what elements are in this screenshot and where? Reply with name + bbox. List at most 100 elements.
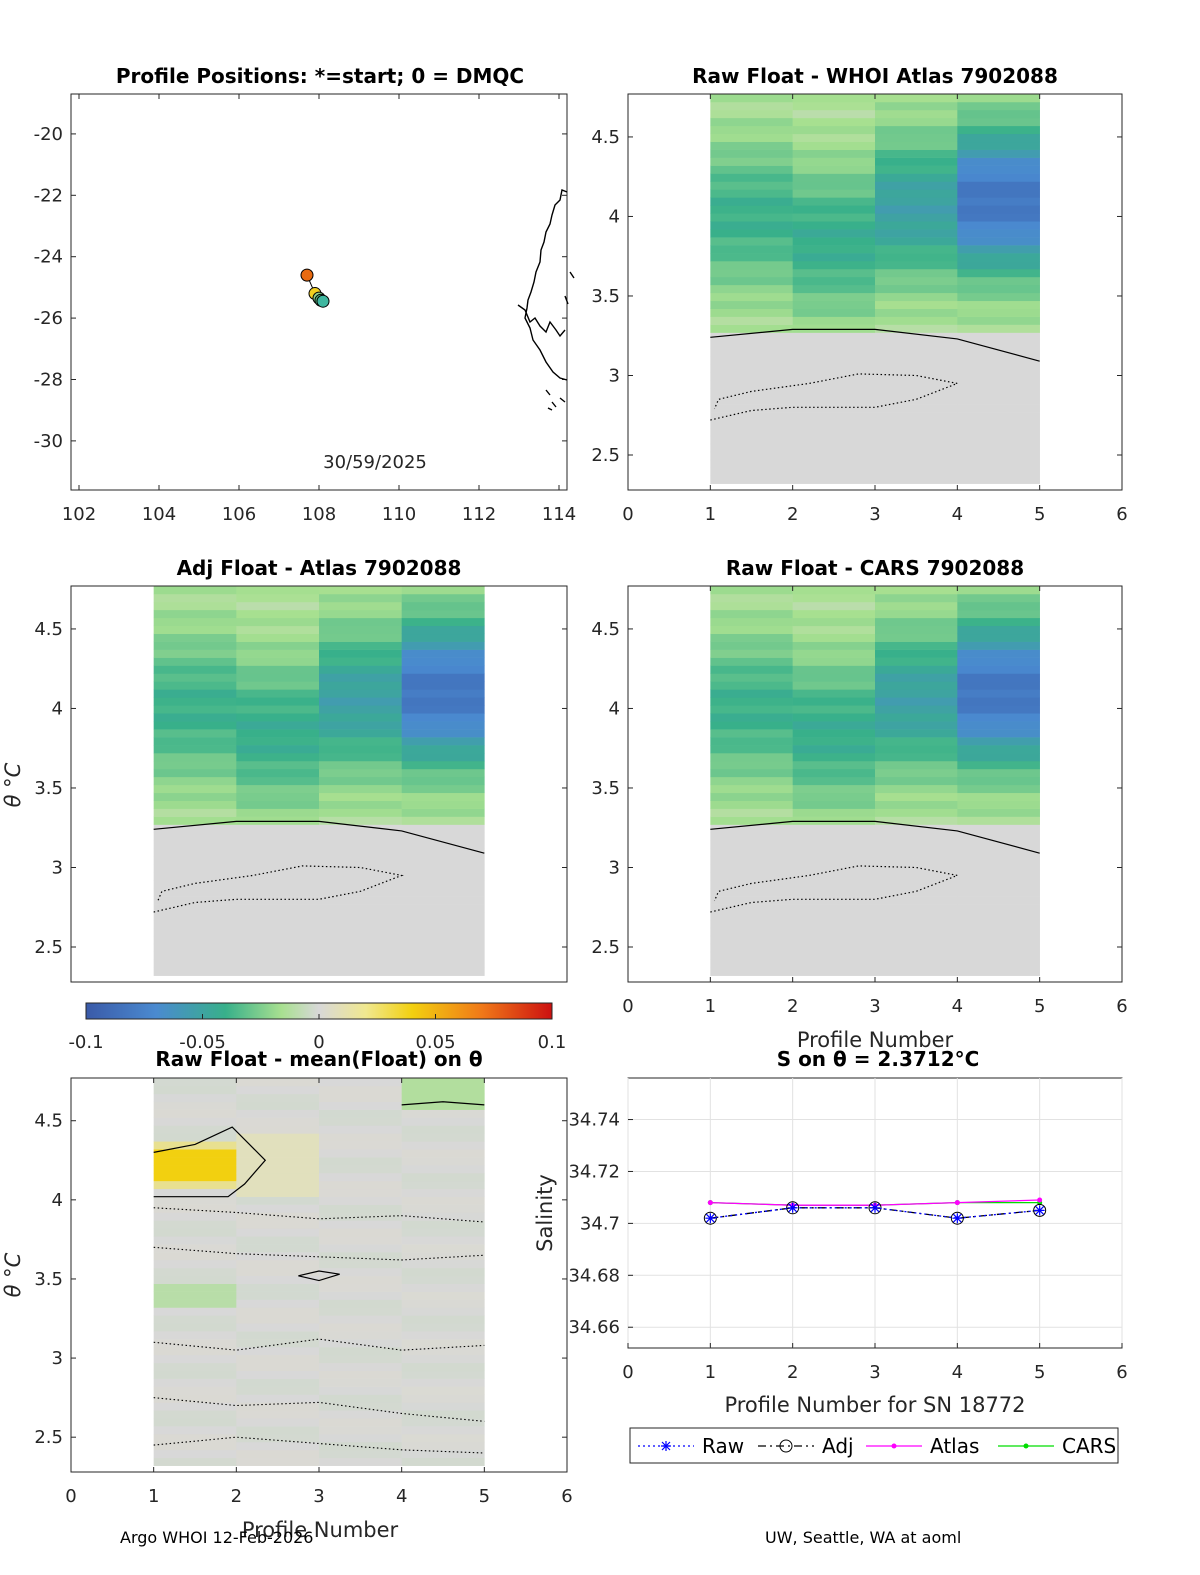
heatmap-cell: [792, 586, 876, 595]
heatmap-cell: [710, 181, 793, 190]
heatmap-cell: [710, 792, 793, 801]
heatmap-cell: [236, 943, 320, 953]
heatmap-cell: [319, 1402, 402, 1411]
heatmap-cell: [792, 396, 876, 405]
heatmap-cell: [710, 276, 793, 286]
heatmap-cell: [153, 673, 237, 682]
heatmap-cell: [957, 904, 1040, 913]
panel-raw-mean: Raw Float - mean(Float) on θ 0 1 2 3 4 5 6 2.5 3…: [1, 1047, 573, 1542]
heatmap-cell: [875, 951, 958, 961]
heatmap-cell: [236, 880, 320, 889]
heatmap-cell: [319, 880, 402, 889]
heatmap-cell: [236, 1212, 320, 1221]
heatmap-cell: [236, 792, 320, 801]
colorbar-tick-label: 0.1: [538, 1032, 567, 1053]
heatmap-cell: [710, 959, 793, 968]
heatmap-cell: [236, 1149, 320, 1158]
heatmap-cell: [710, 165, 793, 174]
y-tick-label: -20: [34, 124, 63, 145]
heatmap-cell: [319, 1212, 402, 1221]
heatmap-cell: [401, 633, 485, 642]
heatmap-cell: [875, 157, 958, 166]
heatmap-cell: [153, 1418, 237, 1427]
contour-dotted: [710, 865, 960, 913]
heatmap-cell: [957, 721, 1040, 730]
heatmap-cell: [792, 760, 876, 770]
heatmap-cell: [236, 609, 320, 619]
heatmap-cell: [153, 1441, 237, 1451]
heatmap-cell: [710, 340, 793, 349]
heatmap-cell: [401, 768, 485, 778]
heatmap-cell: [319, 1236, 402, 1245]
heatmap-cell: [153, 1331, 237, 1340]
heatmap-cell: [957, 848, 1040, 857]
heatmap-cell: [875, 768, 958, 778]
heatmap-cell: [153, 1133, 237, 1142]
heatmap-cell: [236, 1220, 320, 1229]
heatmap-cell: [710, 681, 793, 690]
heatmap-cell: [957, 94, 1040, 103]
heatmap-cell: [319, 1172, 402, 1182]
heatmap-cell: [875, 173, 958, 182]
heatmap-cell: [957, 601, 1040, 611]
heatmap-cell: [792, 896, 876, 905]
heatmap-cell: [957, 776, 1040, 786]
heatmap-cell: [236, 1085, 320, 1095]
heatmap-cell: [236, 752, 320, 762]
heatmap-cell: [319, 705, 402, 714]
contour-dotted: [153, 1436, 485, 1454]
heatmap-cell: [957, 951, 1040, 961]
heatmap-cell: [792, 356, 876, 365]
heatmap-cell: [792, 380, 876, 389]
heatmap-cell: [401, 1196, 485, 1205]
heatmap-cell: [401, 1441, 485, 1451]
heatmap-cell: [153, 1165, 237, 1174]
heatmap-cell: [153, 800, 237, 809]
ticks-raw-cars: 0 1 2 3 4 5 6 2.5 3 3.5 4 4.5: [591, 586, 1128, 1017]
heatmap-cell: [710, 459, 793, 469]
y-tick-label: 3: [609, 365, 620, 386]
heatmap-cell: [710, 697, 793, 706]
heatmap-cell: [957, 459, 1040, 469]
heatmap-cell: [153, 697, 237, 706]
y-tick-label: 34.66: [568, 1317, 620, 1338]
heatmap-cell: [319, 808, 402, 817]
heatmap-cell: [710, 665, 793, 674]
legend-marker: [891, 1443, 897, 1449]
heatmap-cell: [153, 601, 237, 611]
heatmap-cell: [401, 792, 485, 801]
heatmap-cell: [319, 1410, 402, 1419]
heatmap-cell: [319, 745, 402, 754]
heatmap-cell: [236, 1426, 320, 1435]
heatmap-cell: [875, 864, 958, 873]
heatmap-cell: [236, 625, 320, 635]
heatmap-cell: [957, 260, 1040, 270]
heatmap-cell: [875, 340, 958, 349]
heatmap-cell: [957, 586, 1040, 595]
marker-adj: [868, 1201, 882, 1215]
heatmap-cell: [319, 1323, 402, 1332]
heatmap-cell: [710, 372, 793, 381]
heatmap-cell: [401, 1109, 485, 1118]
heatmap-cell: [792, 657, 876, 666]
heatmap-cell: [401, 1449, 485, 1459]
heatmap-cell: [319, 713, 402, 722]
heatmap-cell: [319, 935, 402, 945]
heatmap-cell: [319, 1378, 402, 1387]
footer-right: UW, Seattle, WA at aoml: [765, 1528, 961, 1547]
heatmap-cell: [710, 784, 793, 794]
heatmap-cell: [153, 880, 237, 889]
heatmap-cell: [319, 617, 402, 627]
heatmap-cell: [319, 1101, 402, 1110]
heatmap-cell: [875, 308, 958, 317]
heatmap-cell: [710, 292, 793, 302]
x-tick-label: 4: [952, 504, 963, 525]
heatmap-cell: [319, 593, 402, 603]
contour-dotted: [710, 373, 960, 421]
heatmap-cell: [319, 673, 402, 682]
heatmap-cell: [875, 380, 958, 389]
heatmap-cell: [153, 1354, 237, 1364]
heatmap-cell: [153, 1172, 237, 1182]
heatmap-cell: [957, 919, 1040, 929]
heatmap-cell: [401, 800, 485, 809]
